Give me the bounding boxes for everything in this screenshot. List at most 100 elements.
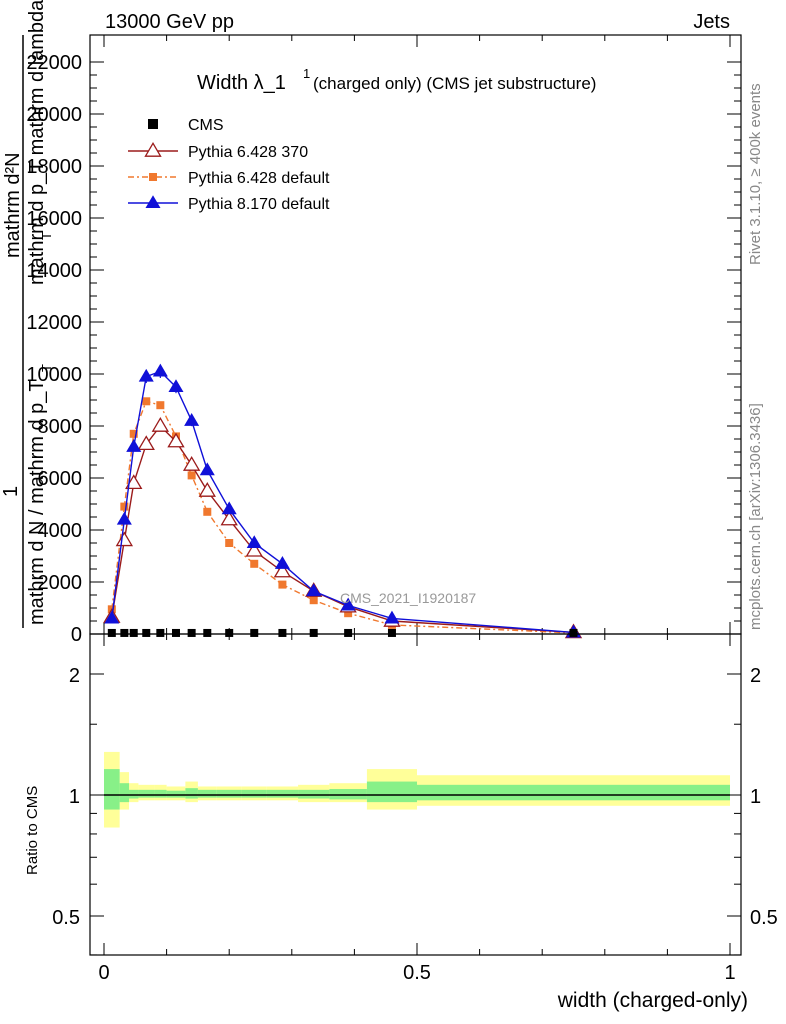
data-point bbox=[168, 379, 184, 393]
data-point bbox=[340, 597, 356, 611]
plot-title-rest: (charged only) (CMS jet substructure) bbox=[313, 74, 596, 93]
ratio-band-inner bbox=[154, 789, 167, 798]
main-ytick-label: 20000 bbox=[26, 104, 82, 126]
data-point bbox=[152, 363, 168, 377]
data-point bbox=[142, 628, 151, 637]
data-point bbox=[120, 502, 129, 511]
ylabel-denominator-1: 1 bbox=[0, 486, 22, 497]
ratio-band-inner bbox=[366, 781, 417, 803]
data-point bbox=[203, 628, 212, 637]
ratio-band-inner bbox=[104, 769, 120, 810]
legend-marker bbox=[144, 142, 162, 157]
data-point bbox=[126, 439, 142, 452]
header-category: Jets bbox=[693, 11, 730, 33]
mcplots-label: mcplots.cern.ch [arXiv:1306.3436] bbox=[747, 403, 764, 630]
main-ytick-label: 6000 bbox=[38, 468, 83, 490]
legend-label: Pythia 8.170 default bbox=[188, 196, 330, 213]
plot-title-main: Width λ_1 bbox=[197, 72, 286, 94]
data-point bbox=[221, 501, 237, 515]
data-point bbox=[225, 539, 234, 547]
data-point bbox=[225, 628, 234, 637]
data-point bbox=[171, 628, 180, 637]
ratio-ylabel: Ratio to CMS bbox=[24, 786, 41, 875]
legend-label: Pythia 6.428 370 bbox=[188, 144, 308, 161]
main-yticks: 0 2000 4000 6000 8000 10000 12000 14000 16000 180… bbox=[26, 35, 741, 646]
data-point bbox=[245, 541, 263, 557]
data-point bbox=[250, 559, 259, 568]
data-point bbox=[138, 368, 154, 382]
plot-title: Width λ_1 1 (charged only) (CMS jet subs… bbox=[197, 66, 596, 94]
series-line bbox=[111, 400, 574, 634]
main-ytick-label: 10000 bbox=[26, 364, 82, 386]
ratio-ytick-label-right: 2 bbox=[750, 665, 761, 687]
main-series bbox=[103, 363, 583, 639]
header-energy: 13000 GeV pp bbox=[105, 11, 234, 33]
data-point bbox=[306, 583, 322, 597]
data-point bbox=[137, 435, 155, 451]
data-point bbox=[129, 429, 138, 438]
ratio-band-inner bbox=[129, 789, 139, 799]
data-point bbox=[198, 482, 216, 497]
data-point bbox=[104, 610, 120, 624]
ratio-ytick-label-right: 1 bbox=[750, 786, 761, 808]
data-point bbox=[167, 432, 185, 448]
data-point bbox=[184, 413, 200, 426]
main-panel: 0 2000 4000 6000 8000 10000 12000 14000 16000 180… bbox=[26, 34, 742, 646]
main-ytick-label: 12000 bbox=[26, 312, 82, 334]
ylabel-numerator-1: mathrm d²N bbox=[2, 152, 24, 258]
ratio-ytick-label-right: 0.5 bbox=[750, 907, 778, 929]
main-ytick-label: 8000 bbox=[38, 416, 83, 438]
data-point bbox=[387, 628, 396, 637]
ylabel-denominator-2: mathrm d N / mathrm d p_T bbox=[26, 379, 48, 625]
legend-label: Pythia 6.428 default bbox=[188, 170, 330, 187]
data-point bbox=[129, 628, 138, 637]
data-point bbox=[199, 462, 215, 476]
ratio-bands bbox=[104, 751, 730, 828]
ratio-band-inner bbox=[166, 790, 186, 798]
x-tick-label: 0.5 bbox=[403, 962, 431, 984]
ylabel-sub-t-2: T bbox=[39, 364, 54, 372]
rivet-label: Rivet 3.1.10, ≥ 400k events bbox=[747, 83, 764, 265]
data-point bbox=[273, 562, 292, 578]
main-ytick-label: 0 bbox=[71, 624, 82, 646]
data-point bbox=[107, 628, 116, 637]
data-point bbox=[187, 628, 196, 637]
data-point bbox=[156, 401, 165, 410]
data-point bbox=[115, 531, 134, 547]
ratio-band-inner bbox=[329, 788, 367, 800]
data-point bbox=[384, 610, 400, 624]
data-point bbox=[220, 510, 238, 526]
data-point bbox=[125, 474, 143, 490]
data-point bbox=[142, 397, 151, 406]
legend-marker bbox=[149, 173, 157, 181]
data-point bbox=[246, 535, 262, 549]
main-ytick-label: 4000 bbox=[38, 520, 83, 542]
legend: CMS Pythia 6.428 370 Pythia 6.428 default P… bbox=[128, 117, 330, 213]
series-3 bbox=[104, 363, 582, 638]
ratio-panel: 0.5 0.5 1 1 2 2 0 0.5 1 Ratio to CMS width (char… bbox=[24, 633, 778, 1012]
data-point bbox=[120, 628, 129, 637]
data-point bbox=[278, 628, 287, 637]
data-point bbox=[278, 580, 287, 589]
ratio-band-inner bbox=[417, 784, 730, 801]
x-tick-label: 1 bbox=[724, 962, 735, 984]
ratio-frame bbox=[89, 633, 742, 956]
data-point bbox=[151, 417, 170, 432]
ylabel-sub-t-1: T bbox=[39, 232, 54, 240]
data-point bbox=[182, 456, 201, 471]
data-point bbox=[309, 628, 318, 637]
data-point bbox=[203, 507, 212, 516]
data-point bbox=[344, 609, 353, 618]
main-ytick-label: 16000 bbox=[26, 208, 82, 230]
ratio-band-inner bbox=[138, 789, 155, 798]
ratio-band-inner bbox=[241, 789, 267, 798]
data-point bbox=[250, 628, 259, 637]
ratio-ytick-label: 0.5 bbox=[52, 907, 80, 929]
ylabel-numerator-2: mathrm d p_T mathrm d lambda bbox=[26, 0, 48, 285]
ratio-ytick-label: 2 bbox=[69, 665, 80, 687]
legend-marker bbox=[145, 195, 161, 209]
data-point bbox=[344, 628, 353, 637]
data-point bbox=[569, 628, 578, 637]
ratio-ytick-label: 1 bbox=[69, 786, 80, 808]
